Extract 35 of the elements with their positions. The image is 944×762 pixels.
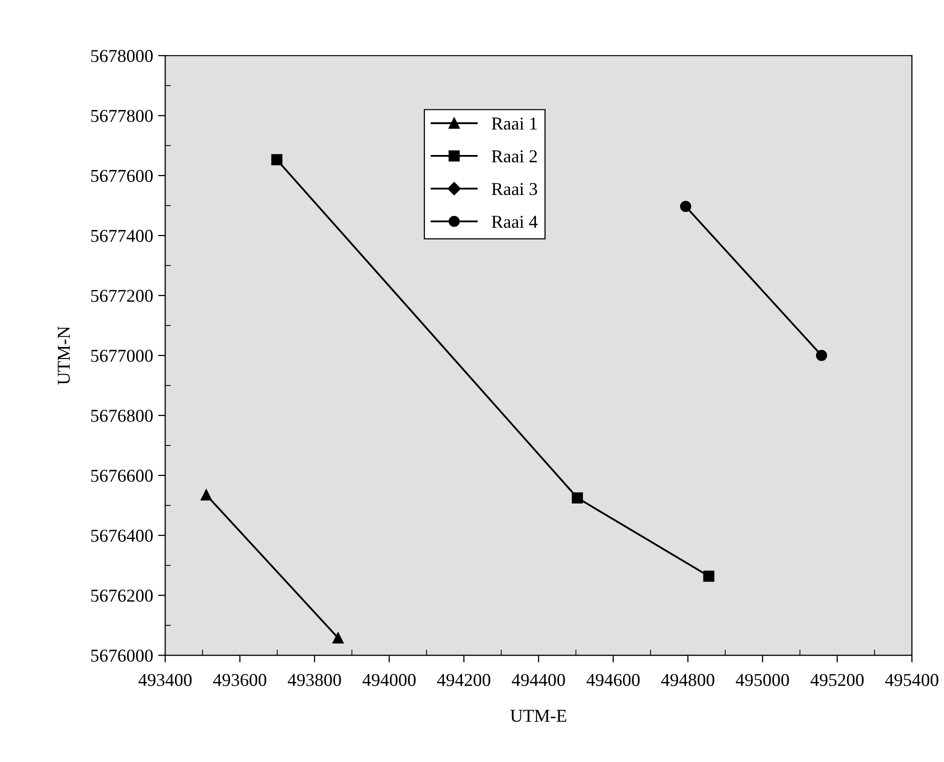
x-tick-label: 494600 (586, 674, 640, 686)
point (572, 492, 583, 504)
y-tick-label: 5678000 (91, 50, 153, 62)
point (271, 154, 282, 166)
y-tick-label: 5677400 (91, 230, 153, 242)
y-tick-label: 5676800 (91, 410, 153, 422)
legend-label: Raai 1 (492, 118, 537, 130)
x-tick-label: 493600 (213, 674, 266, 686)
x-tick-label: 493800 (288, 674, 341, 686)
y-tick-label: 5677200 (91, 290, 153, 302)
x-tick-label: 494200 (437, 674, 490, 686)
x-tick-label: 494400 (512, 674, 565, 686)
x-tick-label: 493400 (138, 674, 192, 686)
y-tick-label: 5676200 (91, 590, 153, 602)
y-tick-label: 5676400 (91, 530, 153, 542)
legend-label: Raai 4 (492, 216, 538, 228)
x-axis-title: UTM-E (510, 710, 566, 722)
point (332, 632, 344, 644)
y-tick-label: 5677000 (91, 350, 153, 362)
point (200, 489, 212, 500)
x-tick-label: 494000 (362, 674, 416, 686)
y-tick-label: 5677600 (91, 170, 153, 182)
y-tick-label: 5676600 (91, 470, 153, 482)
point (703, 570, 714, 582)
x-tick-label: 494800 (661, 674, 714, 686)
x-tick-label: 495200 (810, 674, 864, 686)
legend-label: Raai 2 (492, 150, 537, 162)
y-axis-title: UTM-N (58, 326, 70, 385)
x-tick-label: 495000 (736, 674, 789, 686)
legend-label: Raai 3 (492, 183, 538, 196)
point (680, 200, 692, 212)
x-tick-label: 495400 (885, 674, 938, 686)
y-tick-label: 5677800 (91, 110, 153, 122)
y-tick-label: 5676000 (91, 650, 153, 662)
point (816, 350, 828, 362)
